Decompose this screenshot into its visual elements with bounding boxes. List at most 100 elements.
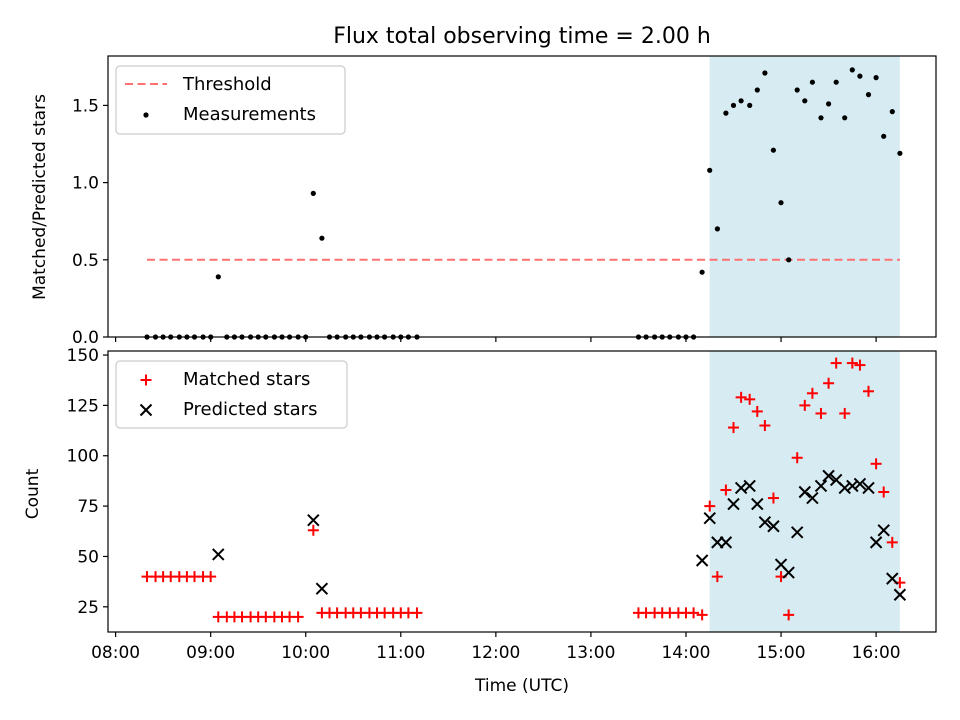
matched-star-point [783,609,795,621]
measurement-point [881,133,887,139]
measurement-point [865,92,872,98]
x-tick-label: 09:00 [186,643,235,663]
count-y-tick-label: 150 [67,346,99,366]
ratio-y-axis-label: Matched/Predicted stars [30,94,50,300]
x-tick-label: 15:00 [757,643,806,663]
measurement-point [723,110,729,116]
measurement-point [786,257,792,263]
matched-star-point [830,357,842,369]
matched-star-point [728,422,740,434]
matched-star-point [711,571,723,583]
x-tick-label: 10:00 [281,643,330,663]
x-tick-label: 14:00 [661,643,710,663]
ratio-y-ticks: 0.0 0.5 1.0 1.5 [72,96,108,348]
measurement-point [826,101,832,107]
predicted-star-point [877,524,890,537]
matched-star-point [759,420,771,432]
ratio-legend-box [115,65,346,135]
predicted-star-point [806,491,819,505]
measurement-point [738,98,744,104]
matched-star-point [799,399,811,411]
count-y-axis-label: Count [23,468,43,519]
matched-star-point [720,484,732,496]
matched-star-point [886,536,898,548]
x-tick-label: 11:00 [376,643,425,663]
matched-star-point [292,611,304,623]
count-y-ticks: 25 50 75 100 125 150 [67,346,108,618]
legend-predicted-swatch [139,403,153,417]
measurement-point [699,269,705,275]
predicted-star-point [719,536,733,549]
measurement-point [778,200,784,206]
x-tick-label: 12:00 [471,643,520,663]
matched-star-point [846,357,858,369]
matched-stars-points [141,357,906,623]
predicted-star-point [791,526,804,539]
x-axis-label: Time (UTC) [474,676,569,696]
legend-predicted-label: Predicted stars [183,399,317,420]
predicted-star-point [822,469,835,483]
ratio-y-tick-label: 0.0 [72,328,99,348]
legend-matched-swatch [140,374,152,386]
predicted-star-point [846,479,859,493]
matched-star-point [205,571,217,583]
count-y-tick-label: 125 [67,396,99,416]
count-y-tick-label: 75 [77,497,99,517]
x-tick-label: 16:00 [852,643,901,663]
predicted-star-point [307,513,320,527]
measurement-point [849,67,855,73]
measurement-point [873,75,879,81]
matched-star-point [411,607,423,619]
count-y-tick-label: 100 [67,447,99,467]
matched-star-point [704,500,716,512]
legend-matched-marker [140,374,152,386]
count-x-ticks: 08:00 09:00 10:00 11:00 12:00 13:00 14:00 15:00… [91,632,901,663]
predicted-star-point [727,497,740,511]
ratio-y-tick-label: 1.0 [72,174,99,194]
legend-matched-label: Matched stars [183,369,310,390]
count-legend: Matched stars Predicted stars [115,360,348,429]
legend-predicted-marker [139,403,153,417]
predicted-star-point [886,572,899,585]
measurement-point [707,167,713,173]
matched-star-point [688,607,700,619]
predicted-star-point [212,548,225,561]
predicted-star-point [862,481,875,495]
matched-star-point [696,609,708,621]
ratio-x-ticks [115,337,877,342]
matched-star-point [791,452,803,464]
legend-measurement-swatch [143,112,149,118]
measurement-point [794,87,800,93]
measurement-point [730,102,737,108]
predicted-star-point [838,481,851,495]
measurement-point [770,147,777,153]
matched-star-point [878,486,890,498]
predicted-star-point [758,516,772,529]
measurement-point [310,190,316,196]
x-tick-label: 08:00 [91,643,140,663]
predicted-star-point [703,511,716,525]
predicted-star-point [695,554,709,567]
ratio-y-tick-label: 1.5 [72,96,99,116]
predicted-star-point [315,582,329,595]
matched-star-point [744,393,756,405]
matched-star-point [870,458,882,470]
count-axes-frame [107,350,937,633]
measurement-point [833,79,839,85]
measurement-point [857,73,863,79]
matched-star-point [307,524,319,536]
predicted-star-point [853,477,867,491]
count-y-tick-label: 25 [77,598,99,618]
measurement-point [809,79,816,85]
matched-star-point [854,359,866,371]
matched-star-point [839,407,851,419]
measurement-point [889,109,895,115]
matched-star-point [806,387,818,399]
measurement-point [818,115,824,121]
legend-threshold-label: Threshold [182,74,272,95]
measurement-point [897,150,903,156]
measurement-point [215,274,221,280]
ratio-axes-frame [107,55,937,338]
count-panel: 25 50 75 100 125 150 08:00 09:00 10:00 11:00 12:0… [23,346,937,696]
